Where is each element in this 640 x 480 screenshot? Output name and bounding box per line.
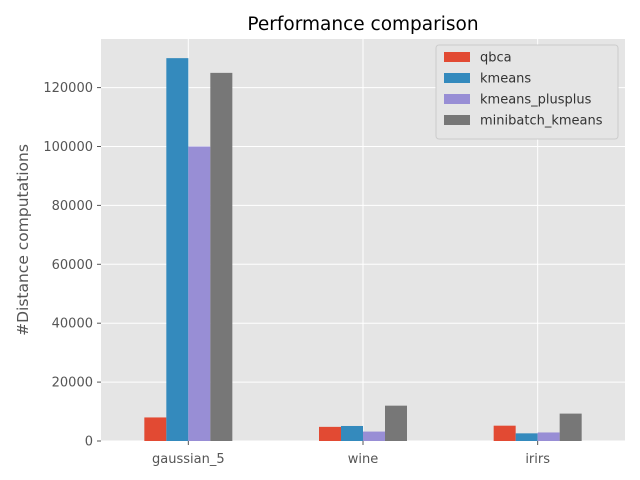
bar-qbca-irirs bbox=[493, 425, 516, 441]
y-tick-label: 60000 bbox=[52, 258, 93, 273]
y-tick-label: 100000 bbox=[43, 140, 93, 155]
bars-group bbox=[144, 58, 582, 442]
bar-kmeans-gaussian_5 bbox=[166, 58, 189, 442]
y-tick-label: 120000 bbox=[43, 81, 93, 96]
y-tick-label: 80000 bbox=[52, 199, 93, 214]
bar-minibatch_kmeans-wine bbox=[385, 405, 407, 441]
legend-swatch bbox=[444, 52, 470, 62]
x-tick-label: gaussian_5 bbox=[152, 452, 225, 467]
bar-minibatch_kmeans-gaussian_5 bbox=[210, 72, 233, 441]
legend-swatch bbox=[444, 73, 470, 83]
bar-kmeans_plusplus-irirs bbox=[537, 432, 560, 441]
x-axis-ticks: gaussian_5 wine irirs bbox=[152, 441, 550, 467]
legend-swatch bbox=[444, 115, 470, 125]
legend-label: kmeans bbox=[480, 72, 531, 87]
y-axis-ticks: 0 20000 40000 60000 80000 100000 120000 bbox=[43, 81, 101, 450]
legend-swatch bbox=[444, 94, 470, 104]
y-axis-label: #Distance computations bbox=[14, 144, 32, 336]
bar-kmeans_plusplus-wine bbox=[363, 431, 385, 441]
y-tick-label: 0 bbox=[85, 435, 93, 450]
x-tick-label: irirs bbox=[525, 452, 550, 467]
x-tick-label: wine bbox=[348, 452, 378, 467]
legend-label: qbca bbox=[480, 51, 512, 66]
bar-kmeans-wine bbox=[341, 425, 363, 441]
legend-box bbox=[435, 44, 619, 140]
bar-qbca-wine bbox=[319, 426, 341, 441]
legend-label: kmeans_plusplus bbox=[480, 93, 592, 108]
legend: qbca kmeans kmeans_plusplus minibatch_kmean… bbox=[435, 44, 619, 140]
chart-title: Performance comparison bbox=[247, 14, 478, 35]
y-tick-label: 40000 bbox=[52, 317, 93, 332]
bar-minibatch_kmeans-irirs bbox=[559, 413, 582, 441]
bar-qbca-gaussian_5 bbox=[144, 417, 167, 441]
bar-kmeans-irirs bbox=[515, 433, 538, 441]
bar-kmeans_plusplus-gaussian_5 bbox=[188, 146, 211, 441]
y-tick-label: 20000 bbox=[52, 376, 93, 391]
legend-label: minibatch_kmeans bbox=[480, 114, 603, 129]
